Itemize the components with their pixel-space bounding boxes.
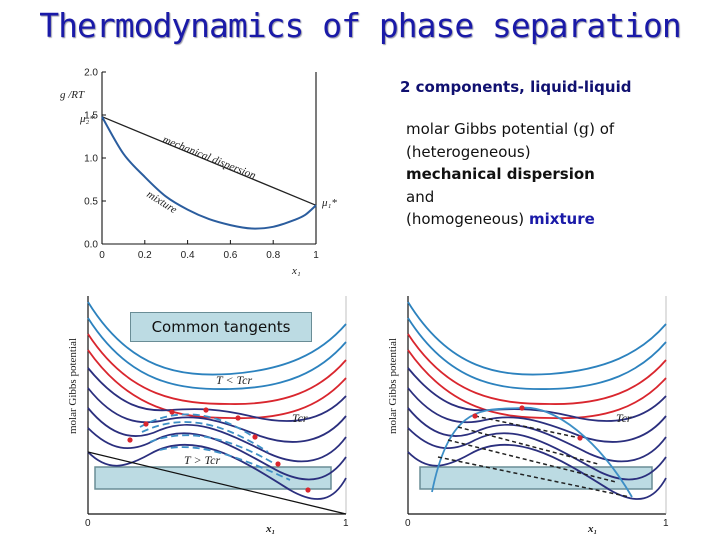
bl-curve-3 <box>87 333 347 405</box>
tangent-point <box>275 461 281 467</box>
br-xlabel: x₁ <box>587 523 597 535</box>
top-ytick-label: 0.5 <box>84 197 98 208</box>
br-tie-line <box>447 439 617 483</box>
top-series-mechanical-dispersion <box>101 116 317 206</box>
br-binodal-points <box>472 405 583 441</box>
annotation-mu1: μ₁* <box>321 197 337 209</box>
br-tie-line <box>437 456 631 498</box>
bl-xtick-1: 1 <box>343 518 349 529</box>
br-ylabel: molar Gibbs potential <box>387 338 399 434</box>
bl-curve-8 <box>87 427 347 481</box>
top-xtick-label: 0.6 <box>223 250 237 261</box>
bottom-right-chart: molar Gibbs potential x₁ 0 1 Tcr <box>387 296 669 535</box>
bl-curves <box>87 301 347 515</box>
symbol-g: g <box>578 119 590 138</box>
description: molar Gibbs potential (g) of (heterogene… <box>406 118 706 231</box>
br-label-t-critical: Tcr <box>616 411 632 425</box>
top-xtick-label: 0.4 <box>181 250 195 261</box>
br-curve-8 <box>407 427 667 481</box>
br-curve-6 <box>407 387 667 443</box>
bl-common-tangent-line <box>87 451 347 515</box>
top-series-mixture <box>101 116 317 230</box>
bottom-left-chart: molar Gibbs potential x₁ 0 1 T < Tcr Tcr… <box>67 296 349 535</box>
desc-line-5-bold: mixture <box>528 210 595 228</box>
br-curve-9 <box>407 443 667 500</box>
top-xtick-label: 0.8 <box>266 250 280 261</box>
tangent-point <box>127 437 133 443</box>
bl-ylabel: molar Gibbs potential <box>67 338 79 434</box>
tangent-point <box>305 487 311 493</box>
label-t-critical: Tcr <box>292 411 308 425</box>
bl-spinodal-dashed-1 <box>139 413 256 439</box>
bl-curve-2 <box>87 317 347 390</box>
critical-point <box>519 405 525 411</box>
bl-spinodal-dashed-2 <box>141 421 269 453</box>
common-tangents-label: Common tangents <box>130 312 312 342</box>
br-xtick-1: 1 <box>663 518 669 529</box>
br-xtick-0: 0 <box>405 518 411 529</box>
tangent-point <box>203 407 209 413</box>
br-tie-line <box>474 415 581 439</box>
binodal-point <box>577 435 583 441</box>
bl-spinodal-dashed-4 <box>159 446 291 481</box>
desc-line-3: mechanical dispersion <box>406 165 595 183</box>
annotation-mu2: μ₂* <box>79 113 95 125</box>
desc-line-1-text: molar Gibbs potential ( <box>406 120 579 138</box>
top-chart-ticks: 0 0.2 0.4 0.6 0.8 1 0.0 0.5 1.0 1.5 2.0 <box>84 68 319 262</box>
bl-tangent-points <box>127 407 311 493</box>
top-chart: 0 0.2 0.4 0.6 0.8 1 0.0 0.5 1.0 1.5 2.0 g /RT x₁ μ… <box>60 68 337 278</box>
tangent-point <box>235 415 241 421</box>
br-curve-4 <box>407 349 667 420</box>
br-tie-line <box>457 426 599 465</box>
bl-curve-6 <box>87 387 347 443</box>
br-curve-3 <box>407 333 667 405</box>
top-chart-xlabel: x₁ <box>291 265 301 277</box>
desc-line-5-prefix: (homogeneous) <box>406 210 529 228</box>
bl-curve-7 <box>87 407 347 463</box>
top-chart-ylabel: g /RT <box>60 89 85 101</box>
top-ytick-label: 2.0 <box>84 68 98 79</box>
top-xtick-label: 1 <box>313 250 319 261</box>
annotation-mechanical-dispersion: mechanical dispersion <box>161 134 258 183</box>
bl-curve-4 <box>87 349 347 420</box>
br-curve-1 <box>407 301 667 376</box>
top-ytick-label: 1.0 <box>84 154 98 165</box>
label-t-below-critical: T < Tcr <box>216 373 252 387</box>
desc-line-4: and <box>406 187 435 206</box>
top-xtick-label: 0 <box>99 250 105 261</box>
bl-curve-9 <box>87 443 347 500</box>
top-ytick-label: 0.0 <box>84 240 98 251</box>
bl-spinodal-dashed-3 <box>149 434 276 465</box>
label-t-above-critical: T > Tcr <box>184 453 220 467</box>
tangent-point <box>169 409 175 415</box>
page-title: Thermodynamics of phase separation <box>39 6 682 45</box>
bl-xlabel: x₁ <box>265 523 275 535</box>
binodal-point <box>472 413 478 419</box>
bl-curve-5 <box>87 367 347 422</box>
top-ytick-label: 1.5 <box>84 111 98 122</box>
br-curve-2 <box>407 317 667 390</box>
br-curves <box>407 301 667 500</box>
top-chart-series <box>101 116 317 230</box>
desc-line-2: (heterogeneous) <box>406 142 531 161</box>
desc-line-1-tail: ) of <box>589 120 615 138</box>
bl-curve-1 <box>87 301 347 376</box>
bl-xtick-0: 0 <box>85 518 91 529</box>
br-curve-5 <box>407 367 667 422</box>
subtitle: 2 components, liquid-liquid <box>400 78 632 96</box>
desc-line-1: molar Gibbs potential (g) of <box>406 118 706 141</box>
tangent-point <box>252 434 258 440</box>
tangent-point <box>143 421 149 427</box>
desc-line-5: (homogeneous) mixture <box>406 208 706 231</box>
top-xtick-label: 0.2 <box>138 250 152 261</box>
